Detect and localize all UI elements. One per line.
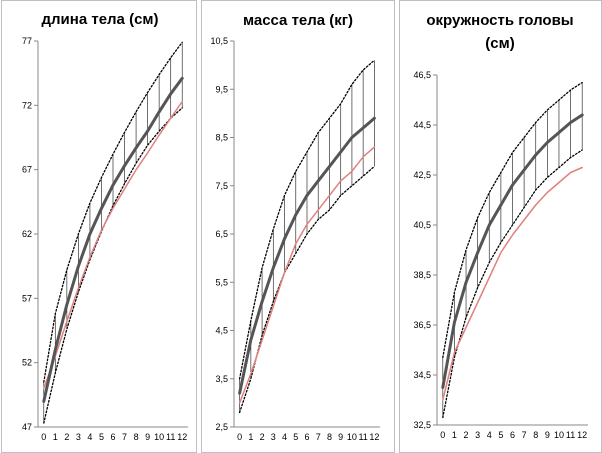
weight-y-tick-4: 6,5 (215, 229, 228, 239)
weight-series-mean (238, 116, 376, 395)
weight-y-tick-7: 9,5 (215, 84, 228, 94)
length-y-tick-5: 72 (22, 100, 32, 110)
length-x-tick-11: 11 (166, 432, 175, 442)
length-x-tick-5: 5 (99, 432, 104, 442)
weight-y-tick-3: 5,5 (215, 277, 228, 287)
weight-x-tick-8: 8 (327, 432, 332, 442)
head-x-tick-2: 2 (464, 430, 469, 440)
head-x-tick-1: 1 (452, 430, 457, 440)
weight-y-tick-6: 8,5 (215, 133, 228, 143)
length-x-tick-7: 7 (122, 432, 127, 442)
weight-x-tick-11: 11 (358, 432, 367, 442)
head-series-mean (441, 113, 584, 389)
length-x-tick-2: 2 (64, 432, 69, 442)
length-x-tick-4: 4 (87, 432, 92, 442)
weight-y-tick-8: 10,5 (210, 36, 228, 46)
length-x-tick-12: 12 (177, 432, 187, 442)
length-y-tick-2: 57 (22, 293, 32, 303)
length-x-tick-1: 1 (53, 432, 58, 442)
head-x-tick-7: 7 (522, 430, 527, 440)
length-x-tick-3: 3 (76, 432, 81, 442)
length-series-lower (43, 107, 183, 424)
head-y-tick-4: 40,5 (413, 220, 431, 230)
weight-x-tick-0: 0 (237, 432, 242, 442)
head-y-tick-7: 46,5 (413, 70, 431, 80)
length-series-child (43, 100, 183, 390)
chart-panel-head: окружность головы (см) 32,5 34,5 36,5 38,5 40,… (399, 0, 602, 453)
weight-y-tick-0: 2,5 (215, 422, 228, 432)
weight-x-tick-3: 3 (271, 432, 276, 442)
head-series-child (442, 166, 583, 401)
weight-x-tick-1: 1 (248, 432, 253, 442)
head-x-tick-10: 10 (554, 430, 564, 440)
length-series-upper (43, 41, 183, 383)
weight-title-line-0: масса тела (кг) (243, 12, 353, 29)
chart-weight: масса тела (кг) 2,5 3,5 4,5 5,5 6,5 7,5 8,5 9,5 1… (210, 12, 380, 442)
head-title-line-1: (см) (485, 35, 514, 52)
weight-y-tick-1: 3,5 (215, 374, 228, 384)
length-x-tick-9: 9 (145, 432, 150, 442)
weight-x-tick-12: 12 (369, 432, 379, 442)
head-x-tick-0: 0 (440, 430, 445, 440)
length-y-tick-6: 77 (22, 36, 32, 46)
length-x-tick-10: 10 (154, 432, 164, 442)
head-title-line-0: окружность головы (426, 12, 573, 29)
length-y-tick-0: 47 (22, 422, 32, 432)
head-x-tick-12: 12 (577, 430, 587, 440)
length-y-tick-1: 52 (22, 358, 32, 368)
weight-x-tick-5: 5 (293, 432, 298, 442)
weight-x-tick-2: 2 (260, 432, 265, 442)
head-x-tick-4: 4 (487, 430, 492, 440)
weight-x-tick-4: 4 (282, 432, 287, 442)
weight-series-lower (238, 165, 376, 414)
weight-x-tick-7: 7 (316, 432, 321, 442)
head-x-tick-3: 3 (475, 430, 480, 440)
head-y-tick-3: 38,5 (413, 270, 431, 280)
chart-head: окружность головы (см) 32,5 34,5 36,5 38,5 40,… (413, 12, 588, 440)
head-series-upper (442, 81, 583, 359)
weight-series-child (238, 146, 376, 404)
head-x-tick-9: 9 (545, 430, 550, 440)
chart-panel-length: длина тела (см) 47 52 57 62 67 72 77 0 1 2 3 4 5 6 7 8 9 1… (1, 0, 197, 453)
length-x-tick-8: 8 (134, 432, 139, 442)
length-title-line-0: длина тела (см) (42, 11, 159, 28)
weight-x-tick-9: 9 (338, 432, 343, 442)
weight-y-tick-5: 7,5 (215, 181, 228, 191)
length-x-tick-0: 0 (41, 432, 46, 442)
head-series-lower (442, 149, 583, 419)
weight-x-tick-10: 10 (347, 432, 357, 442)
length-y-tick-4: 67 (22, 165, 32, 175)
weight-y-tick-2: 4,5 (215, 326, 228, 336)
head-y-tick-0: 32,5 (413, 420, 431, 430)
length-series-mean (42, 76, 184, 403)
head-y-tick-2: 36,5 (413, 320, 431, 330)
length-y-tick-3: 62 (22, 229, 32, 239)
head-y-tick-6: 44,5 (413, 120, 431, 130)
head-x-tick-11: 11 (566, 430, 575, 440)
weight-series-upper (238, 59, 376, 380)
head-x-tick-8: 8 (533, 430, 538, 440)
length-x-tick-6: 6 (110, 432, 115, 442)
chart-panel-weight: масса тела (кг) 2,5 3,5 4,5 5,5 6,5 7,5 8,5 9,5 1… (201, 0, 395, 453)
head-x-tick-6: 6 (510, 430, 515, 440)
head-y-tick-5: 42,5 (413, 170, 431, 180)
head-x-tick-5: 5 (498, 430, 503, 440)
head-y-tick-1: 34,5 (413, 370, 431, 380)
weight-x-tick-6: 6 (304, 432, 309, 442)
